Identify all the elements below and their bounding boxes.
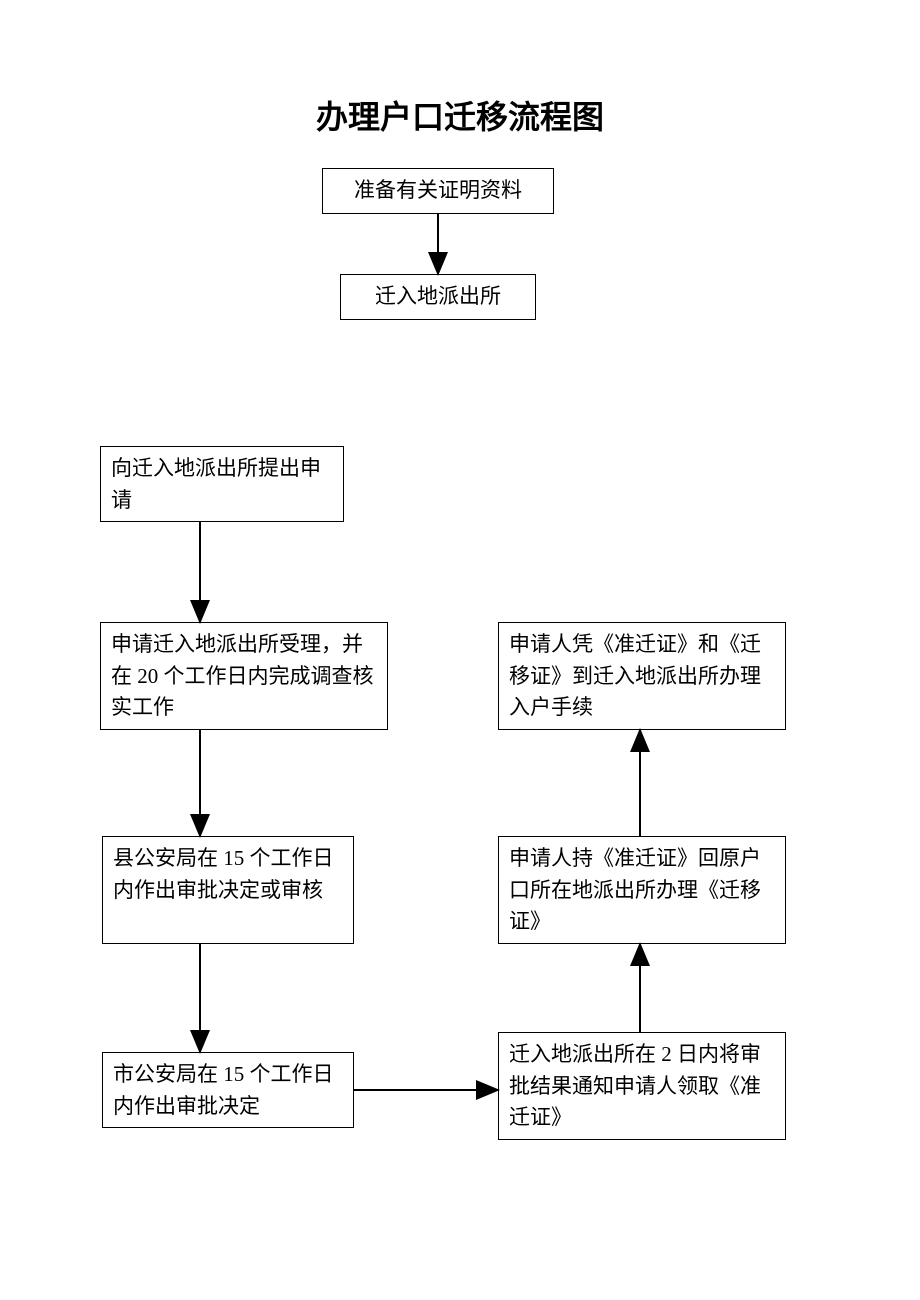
- edges-layer: [0, 0, 920, 1300]
